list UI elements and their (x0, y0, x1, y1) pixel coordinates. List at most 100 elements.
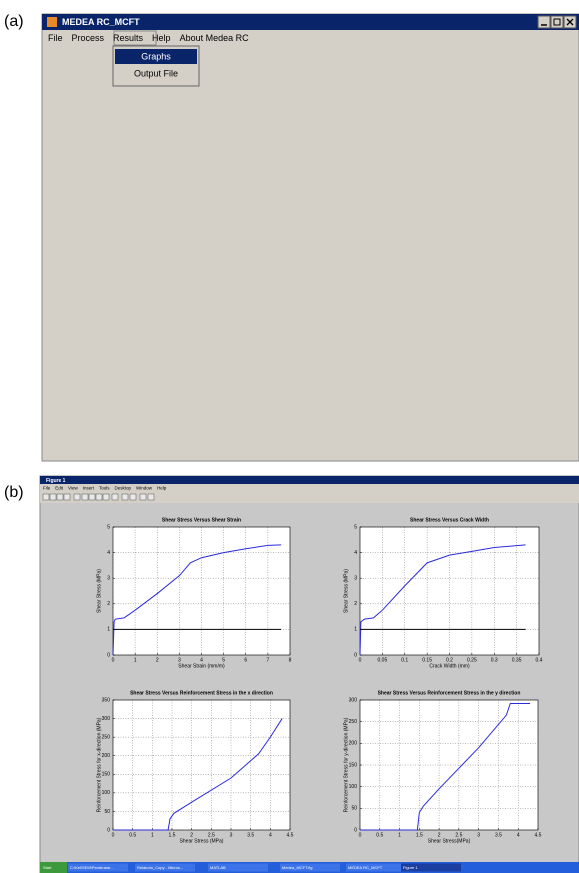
window-controls[interactable] (538, 16, 576, 28)
y-tick-label: 1 (107, 627, 110, 633)
panel-label: (a) (4, 13, 24, 30)
y-tick-label: 0 (107, 652, 110, 658)
chart-title: Shear Stress Versus Reinforcement Stress… (130, 690, 273, 696)
taskbar-item[interactable]: Figure 1 (403, 865, 418, 870)
y-tick-label: 200 (349, 741, 358, 747)
y-tick-label: 1 (354, 627, 357, 633)
plot-area (113, 700, 290, 830)
menu-item[interactable]: Help (152, 33, 171, 43)
y-tick-label: 350 (102, 697, 111, 703)
x-tick-label: 1 (134, 657, 137, 663)
minimize-button[interactable] (538, 16, 550, 28)
x-tick-label: 0.1 (401, 657, 408, 663)
y-tick-label: 250 (102, 734, 111, 740)
y-tick-label: 0 (354, 652, 357, 658)
menu-item[interactable]: Tools (99, 486, 110, 491)
toolbar-button[interactable] (148, 494, 154, 500)
taskbar-item[interactable]: Medea_MCFT.fig (282, 865, 312, 870)
x-tick-label: 6 (244, 657, 247, 663)
x-axis-label: Shear Stress(MPa) (428, 838, 471, 844)
window-title: MEDEA RC_MCFT (62, 17, 140, 27)
menu-item[interactable]: Insert (83, 486, 95, 491)
toolbar-button[interactable] (140, 494, 146, 500)
taskbar-item[interactable]: Start (43, 865, 52, 870)
dropdown-item[interactable]: Output File (134, 68, 178, 78)
toolbar-button[interactable] (64, 494, 70, 500)
x-tick-label: 0.5 (376, 832, 383, 838)
x-tick-label: 2 (156, 657, 159, 663)
y-tick-label: 100 (349, 784, 358, 790)
panel-label: (b) (4, 484, 24, 501)
title-bar (40, 476, 579, 484)
x-tick-label: 1.5 (169, 832, 176, 838)
y-tick-label: 5 (354, 524, 357, 530)
y-axis-label: Shear Stress (MPa) (343, 569, 349, 613)
toolbar-button[interactable] (96, 494, 102, 500)
menu-item[interactable]: Window (136, 486, 153, 491)
toolbar-button[interactable] (122, 494, 128, 500)
x-tick-label: 3.5 (495, 832, 502, 838)
menu-item[interactable]: Edit (55, 486, 64, 491)
y-tick-label: 3 (107, 576, 110, 582)
window-title: Figure 1 (46, 478, 66, 484)
menu-item[interactable]: Results (113, 33, 144, 43)
y-tick-label: 100 (102, 790, 111, 796)
menu-item[interactable]: File (43, 486, 51, 491)
x-axis-label: Crack Width (mm) (429, 663, 470, 669)
menu-item[interactable]: Process (72, 33, 105, 43)
x-tick-label: 1.5 (416, 832, 423, 838)
toolbar-button[interactable] (43, 494, 49, 500)
y-tick-label: 250 (349, 719, 358, 725)
x-tick-label: 0 (359, 832, 362, 838)
maximize-button[interactable] (551, 16, 563, 28)
x-tick-label: 3 (477, 832, 480, 838)
x-axis-label: Shear Strain (mm/m) (178, 663, 225, 669)
y-tick-label: 2 (107, 601, 110, 607)
x-tick-label: 7 (266, 657, 269, 663)
x-tick-label: 0.35 (512, 657, 522, 663)
x-tick-label: 8 (289, 657, 292, 663)
taskbar-item[interactable]: C:\Kel\SEM\Pembrane... (70, 865, 114, 870)
y-tick-label: 4 (107, 550, 110, 556)
menu-item[interactable]: Desktop (115, 486, 132, 491)
taskbar-item[interactable]: Relatorio_Copy - Micros... (137, 865, 183, 870)
y-tick-label: 2 (354, 601, 357, 607)
toolbar-button[interactable] (74, 494, 80, 500)
toolbar-button[interactable] (50, 494, 56, 500)
menu-item[interactable]: About Medea RC (180, 33, 250, 43)
toolbar-button[interactable] (130, 494, 136, 500)
y-tick-label: 150 (102, 772, 111, 778)
menu-item[interactable]: Help (157, 486, 167, 491)
page: (a) MEDEA RC_MCFT File Process Results Help… (0, 0, 579, 873)
toolbar-button[interactable] (57, 494, 63, 500)
y-tick-label: 200 (102, 753, 111, 759)
x-tick-label: 4 (517, 832, 520, 838)
y-tick-label: 300 (102, 716, 111, 722)
taskbar-item[interactable]: MEDEA RC_MCFT (348, 865, 383, 870)
chart-title: Shear Stress Versus Reinforcement Stress… (378, 690, 521, 696)
menu-item[interactable]: View (68, 486, 78, 491)
y-axis-label: Shear Stress (MPa) (96, 569, 102, 613)
x-tick-label: 0 (112, 657, 115, 663)
x-tick-label: 0.3 (491, 657, 498, 663)
toolbar-button[interactable] (82, 494, 88, 500)
y-tick-label: 5 (107, 524, 110, 530)
screenshot: (a) MEDEA RC_MCFT File Process Results Help… (0, 0, 579, 873)
taskbar-item[interactable]: MATLAB (210, 865, 226, 870)
x-tick-label: 0.4 (536, 657, 543, 663)
y-axis-label: Reinforcement Stress for y-direction (MP… (343, 717, 349, 812)
x-tick-label: 0.5 (129, 832, 136, 838)
toolbar-button[interactable] (103, 494, 109, 500)
x-tick-label: 4.5 (535, 832, 542, 838)
y-tick-label: 50 (104, 809, 110, 815)
x-tick-label: 4 (269, 832, 272, 838)
x-tick-label: 0 (359, 657, 362, 663)
dropdown-item[interactable]: Graphs (141, 51, 171, 61)
menu-item[interactable]: File (48, 33, 63, 43)
app-icon (47, 17, 57, 27)
toolbar-button[interactable] (112, 494, 118, 500)
toolbar-button[interactable] (89, 494, 95, 500)
plot-area (360, 700, 538, 830)
x-axis-label: Shear Stress (MPa) (180, 838, 224, 844)
x-tick-label: 4.5 (287, 832, 294, 838)
